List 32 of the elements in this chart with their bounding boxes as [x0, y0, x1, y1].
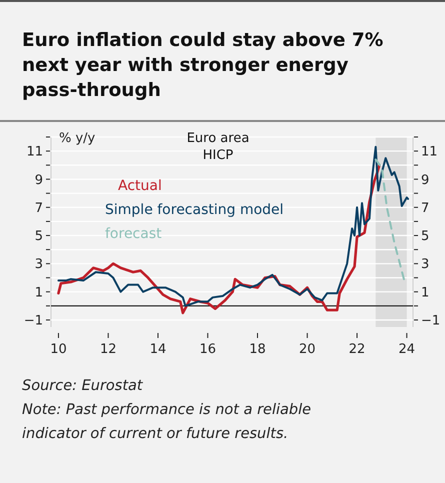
x-tick-label: 12: [100, 342, 116, 357]
x-tick-label: 10: [50, 342, 67, 357]
x-tick-label: 22: [348, 342, 366, 357]
y2-tick-label: 7: [421, 200, 430, 216]
y2-tick-label: 1: [421, 285, 430, 300]
y-axis-title: % y/y: [59, 131, 96, 146]
y-tick-label: 11: [26, 144, 43, 160]
annotation: Euro area HICP: [186, 131, 250, 163]
y2-tick-label: −1: [421, 314, 440, 329]
y2-tick-label: 9: [421, 172, 430, 188]
source-note: Source: Eurostat: [22, 378, 144, 394]
y-tick-label: 7: [34, 200, 43, 216]
line-series: [374, 158, 406, 282]
y-tick-label: 5: [34, 229, 43, 244]
text: Actual: [118, 178, 162, 194]
chart-title: Euro inflation could stay above 7% next year with stronger energy pass-through: [22, 30, 384, 101]
text: Simple forecasting model: [105, 202, 284, 218]
y-tick-label: 9: [34, 172, 43, 188]
text: Note: Past performance is not a reliable indicator of current or future results.: [22, 402, 312, 442]
text: forecast: [105, 226, 162, 242]
y-tick-label: 1: [34, 285, 43, 300]
y-tick-label: −1: [24, 314, 43, 329]
x-tick-label: 20: [298, 342, 316, 357]
y2-tick-label: 11: [421, 144, 438, 160]
x-tick-label: 18: [249, 342, 266, 357]
y-tick-label: 3: [34, 257, 43, 272]
x-tick-label: 24: [398, 342, 416, 357]
x-tick-label: 14: [150, 342, 166, 357]
y2-tick-label: 5: [421, 229, 430, 244]
x-tick-label: 16: [199, 342, 216, 357]
y2-tick-label: 3: [421, 257, 430, 272]
line-series: [57, 146, 410, 307]
